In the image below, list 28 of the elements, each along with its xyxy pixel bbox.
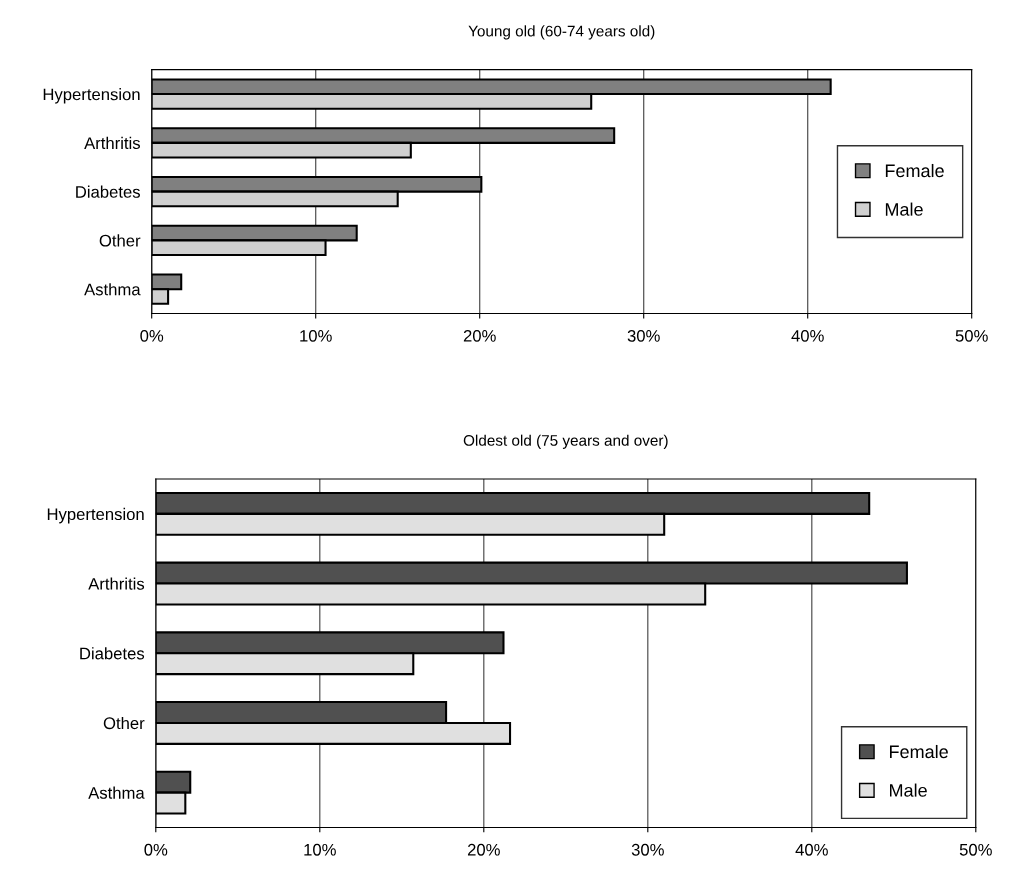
x-tick-label: 50% [955, 329, 988, 342]
x-tick-label: 10% [300, 329, 332, 342]
y-tick-label: Diabetes [76, 185, 140, 198]
legend-label: Male [885, 202, 923, 216]
chart-title: Young old (60-74 years old) [468, 25, 655, 40]
y-tick-label: Arthritis [84, 136, 140, 150]
y-tick-label: Arthritis [88, 577, 145, 590]
chart-title: Oldest old (75 years and over) [463, 434, 668, 449]
y-tick-label: Hypertension [43, 88, 140, 104]
y-tick-label: Hypertension [47, 507, 144, 524]
x-tick-label: 40% [795, 843, 828, 856]
y-tick-label: Asthma [88, 786, 145, 799]
legend-label: Female [885, 163, 944, 178]
y-tick-label: Asthma [84, 283, 141, 296]
x-tick-label: 10% [304, 843, 336, 856]
x-tick-label: 20% [467, 843, 500, 856]
y-tick-label: Other [99, 234, 141, 247]
x-tick-label: 40% [791, 329, 824, 342]
legend-label: Male [890, 783, 927, 797]
x-tick-label: 0% [144, 843, 168, 856]
x-tick-label: 30% [627, 329, 660, 342]
x-tick-label: 20% [463, 329, 496, 342]
y-tick-label: Diabetes [80, 647, 145, 660]
x-tick-label: 50% [959, 843, 992, 856]
x-tick-label: 30% [631, 843, 664, 856]
y-tick-label: Other [103, 716, 145, 730]
legend-label: Female [890, 744, 948, 759]
x-tick-label: 0% [140, 329, 164, 342]
